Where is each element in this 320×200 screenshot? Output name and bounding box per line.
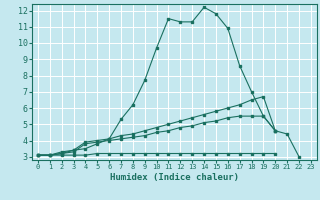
X-axis label: Humidex (Indice chaleur): Humidex (Indice chaleur) — [110, 173, 239, 182]
